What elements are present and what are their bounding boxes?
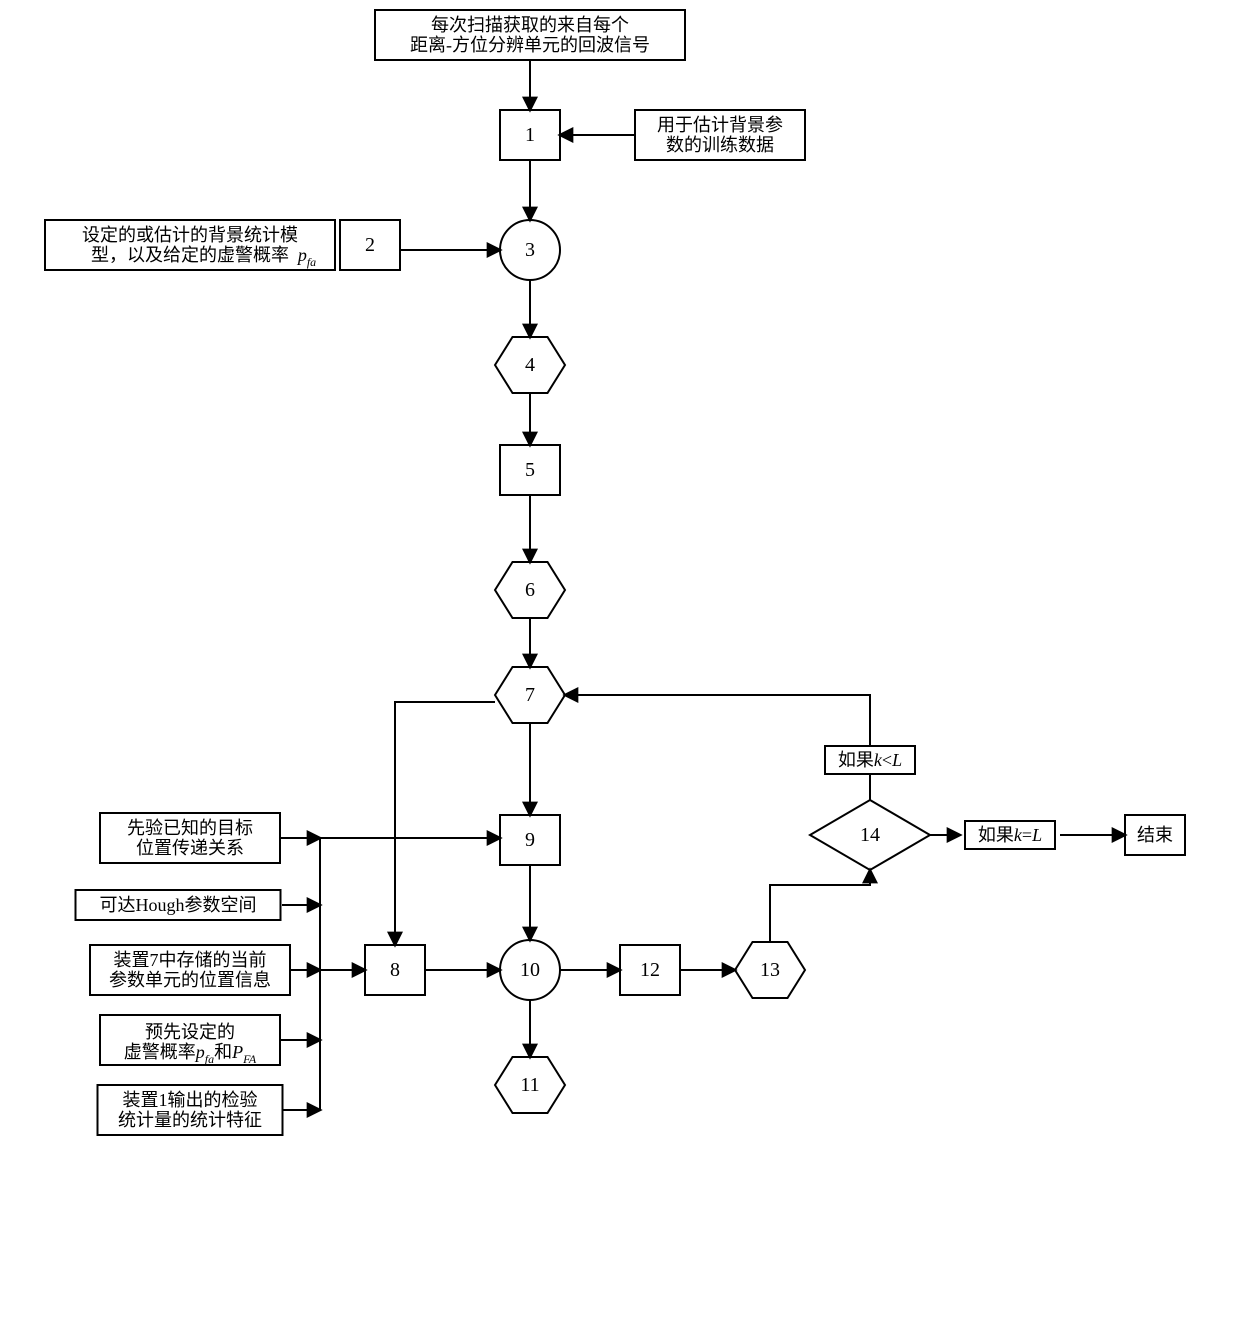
node-label-n13: 13	[760, 959, 780, 981]
node-n9: 9	[500, 815, 560, 865]
textbox-tb_end: 结束	[1125, 815, 1185, 855]
node-label-n7: 7	[525, 684, 535, 706]
node-n8: 8	[365, 945, 425, 995]
node-label-n10: 10	[520, 959, 540, 981]
node-n7: 7	[495, 667, 565, 723]
node-label-n9: 9	[525, 829, 535, 851]
textbox-line: 用于估计背景参	[657, 115, 783, 135]
textbox-tb_l3: 装置7中存储的当前参数单元的位置信息	[90, 945, 290, 995]
textbox-line: 结束	[1137, 825, 1173, 845]
node-n2: 2	[340, 220, 400, 270]
node-label-n8: 8	[390, 959, 400, 981]
textbox-line: 先验已知的目标	[127, 818, 253, 838]
node-label-n4: 4	[525, 354, 535, 376]
node-label-n3: 3	[525, 239, 535, 261]
textbox-tb_right1: 用于估计背景参数的训练数据	[635, 110, 805, 160]
node-n12: 12	[620, 945, 680, 995]
node-n1: 1	[500, 110, 560, 160]
node-n11: 11	[495, 1057, 565, 1113]
textbox-line: 可达Hough参数空间	[100, 895, 257, 915]
textbox-tb_l2: 可达Hough参数空间	[76, 890, 281, 920]
node-label-n12: 12	[640, 959, 660, 981]
textbox-line: 距离-方位分辨单元的回波信号	[410, 35, 650, 55]
edge-label-el_keq: 如果k=L	[965, 821, 1055, 849]
textbox-tb_top: 每次扫描获取的来自每个距离-方位分辨单元的回波信号	[375, 10, 685, 60]
textbox-suffix: pfa	[296, 245, 316, 269]
textbox-tb_l5: 装置1输出的检验统计量的统计特征	[98, 1085, 283, 1135]
node-n14: 14	[810, 800, 930, 870]
node-label-n11: 11	[520, 1074, 539, 1096]
edge-label-text: 如果k<L	[838, 750, 902, 770]
textbox-tb_l4: 预先设定的虚警概率pfa和PFA	[100, 1015, 280, 1066]
textbox-tb_left2: 设定的或估计的背景统计模型，以及给定的虚警概率 pfa	[45, 220, 335, 270]
flowchart-canvas: 1234567891011121314 每次扫描获取的来自每个距离-方位分辨单元…	[0, 0, 1240, 1317]
edge-label-el_kl: 如果k<L	[825, 746, 915, 774]
edge	[770, 870, 870, 942]
node-n4: 4	[495, 337, 565, 393]
textbox-line: 设定的或估计的背景统计模	[82, 225, 298, 245]
edge-label-text: 如果k=L	[978, 825, 1042, 845]
textbox-line: 装置7中存储的当前	[114, 950, 267, 970]
textbox-line: 参数单元的位置信息	[109, 970, 271, 990]
node-label-n6: 6	[525, 579, 535, 601]
textbox-line: 数的训练数据	[666, 135, 774, 155]
node-n6: 6	[495, 562, 565, 618]
textbox-line: 每次扫描获取的来自每个	[431, 15, 629, 35]
node-label-n14: 14	[860, 824, 880, 846]
textbox-pfa-line: 虚警概率pfa和PFA	[124, 1042, 257, 1066]
node-label-n2: 2	[365, 234, 375, 256]
node-n5: 5	[500, 445, 560, 495]
node-label-n1: 1	[525, 124, 535, 146]
textbox-line: 统计量的统计特征	[118, 1110, 262, 1130]
node-n13: 13	[735, 942, 805, 998]
node-n3: 3	[500, 220, 560, 280]
node-n10: 10	[500, 940, 560, 1000]
textbox-line: 位置传递关系	[136, 838, 244, 858]
textbox-line: 型，以及给定的虚警概率	[91, 245, 289, 265]
textbox-line: 装置1输出的检验	[123, 1090, 258, 1110]
node-label-n5: 5	[525, 459, 535, 481]
textbox-tb_l1: 先验已知的目标位置传递关系	[100, 813, 280, 863]
textbox-line: 预先设定的	[145, 1022, 235, 1042]
edge	[395, 702, 495, 945]
